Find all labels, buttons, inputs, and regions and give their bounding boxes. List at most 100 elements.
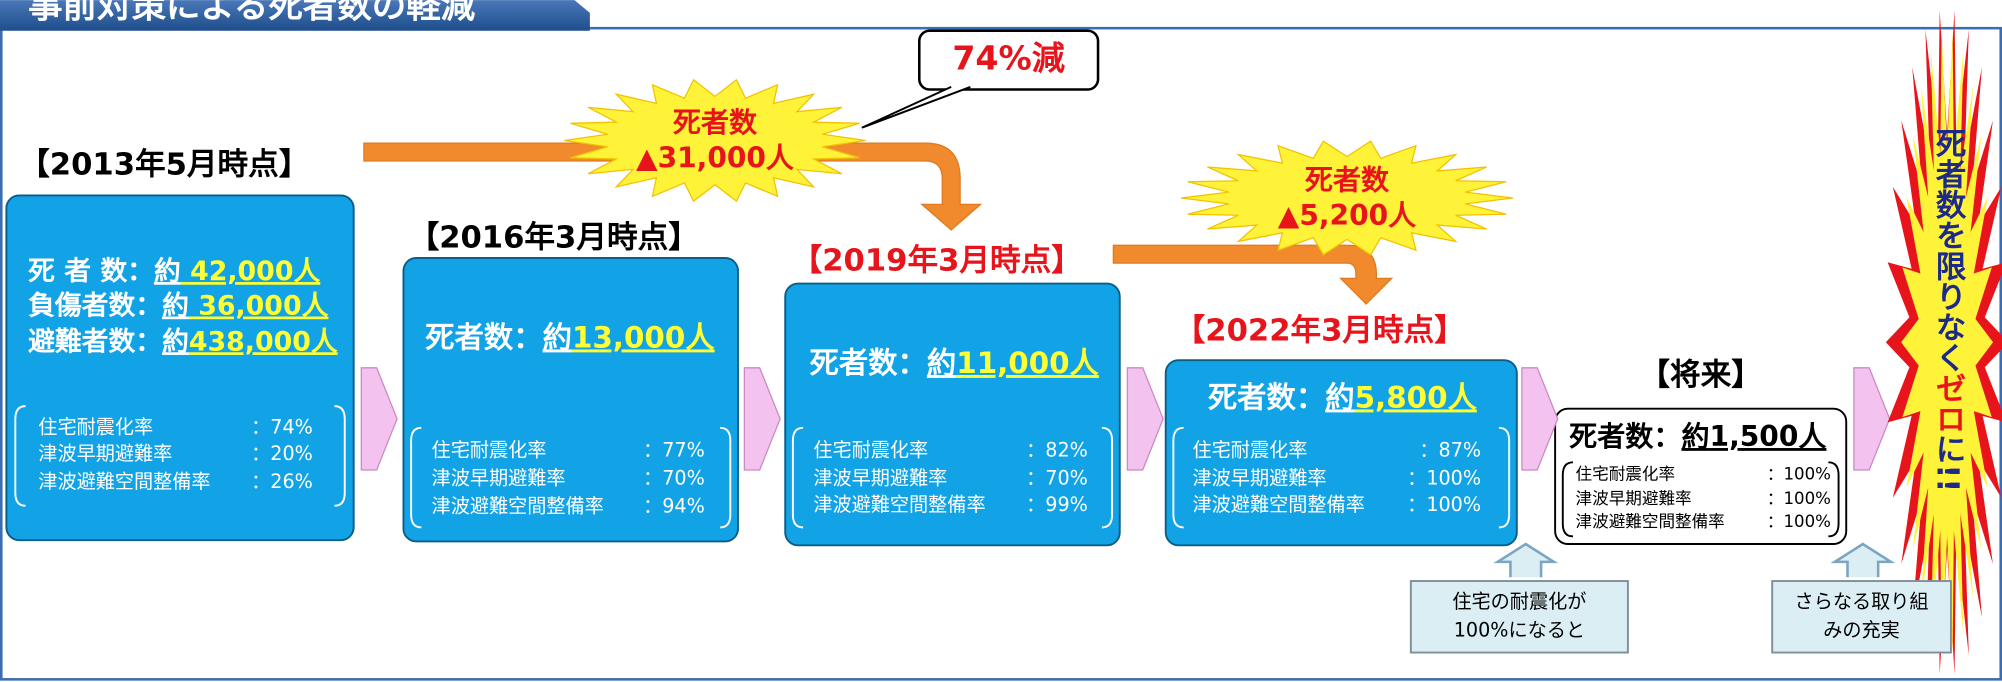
rate-label: 津波早期避難率: [38, 442, 172, 465]
stage-stat: 死者数：約13,000人: [425, 320, 715, 354]
rate-value: ：70%: [1026, 466, 1088, 489]
stat-approx: 約: [1681, 420, 1709, 453]
stat-label: 死者数：: [809, 345, 926, 379]
stage-stat: 死者数：約11,000人: [809, 345, 1099, 379]
stat-label: 死 者 数：: [28, 256, 154, 287]
note-arrows: [1493, 542, 1896, 578]
rate-label: 住宅耐震化率: [813, 438, 928, 461]
burst-text: 死者数: [1305, 163, 1390, 196]
goal-part: に!!: [1930, 434, 1965, 493]
rate-label: 津波早期避難率: [1576, 489, 1692, 508]
callout-box: [918, 29, 1100, 91]
rate-value: ：82%: [1026, 438, 1088, 461]
rate-value: ：94%: [643, 494, 705, 517]
burst-text: ▲31,000人: [636, 142, 795, 175]
note-box: [1771, 580, 1952, 654]
up-arrow: [1493, 542, 1559, 578]
header-tab: [0, 0, 590, 31]
rate-value: ：70%: [643, 466, 705, 489]
stat-approx: 約: [543, 320, 572, 354]
stat-value: 13,000人: [572, 320, 715, 354]
stat-label: 避難者数：: [28, 325, 162, 357]
rate-label: 津波避難空間整備率: [38, 470, 210, 493]
stat-value: 438,000人: [189, 326, 338, 357]
rates-bracket: [14, 405, 346, 507]
stat-approx: 約: [1325, 380, 1354, 414]
stat-label: 死者数：: [425, 320, 542, 354]
rate-value: ：77%: [643, 438, 705, 461]
rate-value: ：100%: [1407, 466, 1481, 489]
burst-text: 死者数: [673, 106, 758, 139]
rate-label: 住宅耐震化率: [432, 438, 547, 461]
burst: [1180, 140, 1514, 256]
stat-approx: 約: [154, 255, 181, 287]
rate-value: ：26%: [251, 470, 313, 493]
callout-text: 74%減: [952, 39, 1065, 78]
burst-text: ▲5,200人: [1278, 199, 1417, 232]
rate-value: ：99%: [1026, 493, 1088, 516]
rates-bracket: [1561, 461, 1840, 538]
rate-value: ：74%: [251, 415, 313, 438]
stage-period: 【2013年5月時点】: [19, 148, 309, 183]
rate-value: ：87%: [1419, 438, 1481, 461]
stage-box: [1164, 359, 1518, 547]
stage-box: [5, 194, 355, 542]
stage-stat: 死 者 数：約 42,000人: [28, 255, 320, 287]
rate-label: 津波早期避難率: [1193, 466, 1327, 489]
rate-value: ：20%: [251, 442, 313, 465]
stage-period: 【2022年3月時点】: [1175, 314, 1465, 349]
stage-period: 【2016年3月時点】: [409, 220, 699, 255]
rate-label: 住宅耐震化率: [1576, 465, 1675, 484]
rate-value: ：100%: [1767, 512, 1831, 531]
note-text: さらなる取り組: [1795, 590, 1929, 613]
rate-label: 津波避難空間整備率: [432, 494, 604, 517]
rate-value: ：100%: [1767, 489, 1831, 508]
stat-approx: 約: [162, 325, 189, 357]
stat-value: 36,000人: [189, 290, 329, 321]
rate-label: 住宅耐震化率: [38, 415, 153, 438]
rate-value: ：100%: [1407, 493, 1481, 516]
frame: [0, 26, 2002, 681]
goal-part: ゼロ: [1930, 373, 1965, 434]
stat-value: 5,800人: [1355, 380, 1478, 414]
stage-stat: 負傷者数：約 36,000人: [28, 289, 329, 321]
flow-arrow: [360, 367, 398, 471]
stat-value: 42,000人: [181, 256, 321, 287]
stat-label: 死者数：: [1569, 420, 1681, 453]
rate-label: 津波避難空間整備率: [1576, 512, 1725, 531]
rates-bracket: [410, 426, 732, 529]
note-text: みの充実: [1823, 618, 1900, 641]
goal-text: 死者数を限りなくゼロに!!: [1930, 128, 1966, 493]
rates-bracket: [791, 426, 1114, 529]
note-text: 100%になると: [1454, 618, 1585, 641]
goal-part: 死者数を限りなく: [1930, 128, 1966, 373]
rate-label: 津波早期避難率: [813, 466, 947, 489]
rate-value: ：100%: [1767, 465, 1831, 484]
stage-box: [784, 282, 1121, 547]
stat-label: 負傷者数：: [28, 290, 162, 321]
stat-approx: 約: [927, 345, 956, 379]
note-text: 住宅の耐震化が: [1452, 590, 1586, 613]
stat-approx: 約: [162, 289, 189, 321]
flow-arrow: [743, 367, 781, 471]
burst: [564, 78, 866, 203]
rate-label: 津波避難空間整備率: [813, 493, 985, 516]
flow-arrow: [1853, 367, 1891, 471]
flow-arrow: [1126, 367, 1164, 471]
stat-value: 11,000人: [956, 345, 1099, 379]
stage-box: [1554, 407, 1848, 545]
orange-arrow: [1112, 244, 1394, 305]
stat-label: 死者数：: [1208, 380, 1325, 414]
stage-period: 【将来】: [1639, 358, 1762, 393]
up-arrow: [1830, 542, 1896, 578]
stage-stat: 死者数：約1,500人: [1569, 420, 1827, 453]
stage-stat: 死者数：約5,800人: [1208, 380, 1478, 414]
stage-period: 【2019年3月時点】: [792, 243, 1082, 278]
flow-arrow: [1521, 367, 1559, 471]
rate-label: 津波早期避難率: [432, 466, 566, 489]
stage-box: [402, 257, 739, 543]
note-box: [1409, 580, 1629, 654]
rate-label: 津波避難空間整備率: [1193, 493, 1365, 516]
callout-pointer: [861, 86, 971, 129]
